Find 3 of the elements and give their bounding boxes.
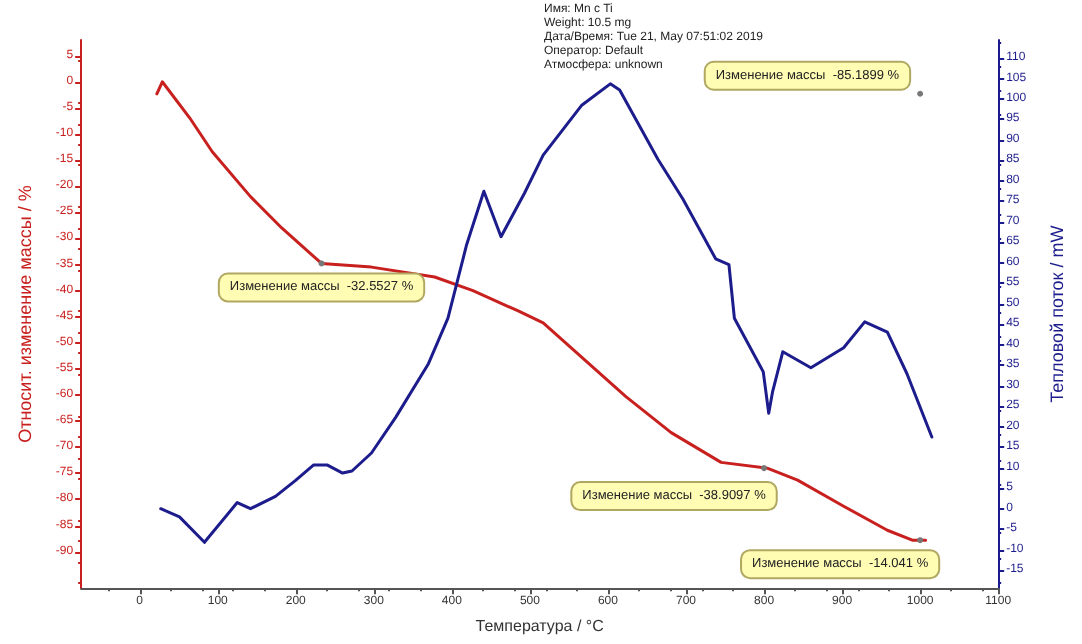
y2-axis-title: Тепловой поток / mW (1047, 224, 1067, 403)
y-axis-title: Относит. изменение массы / % (15, 185, 35, 443)
x-axis-title: Температура / °С (475, 617, 605, 635)
